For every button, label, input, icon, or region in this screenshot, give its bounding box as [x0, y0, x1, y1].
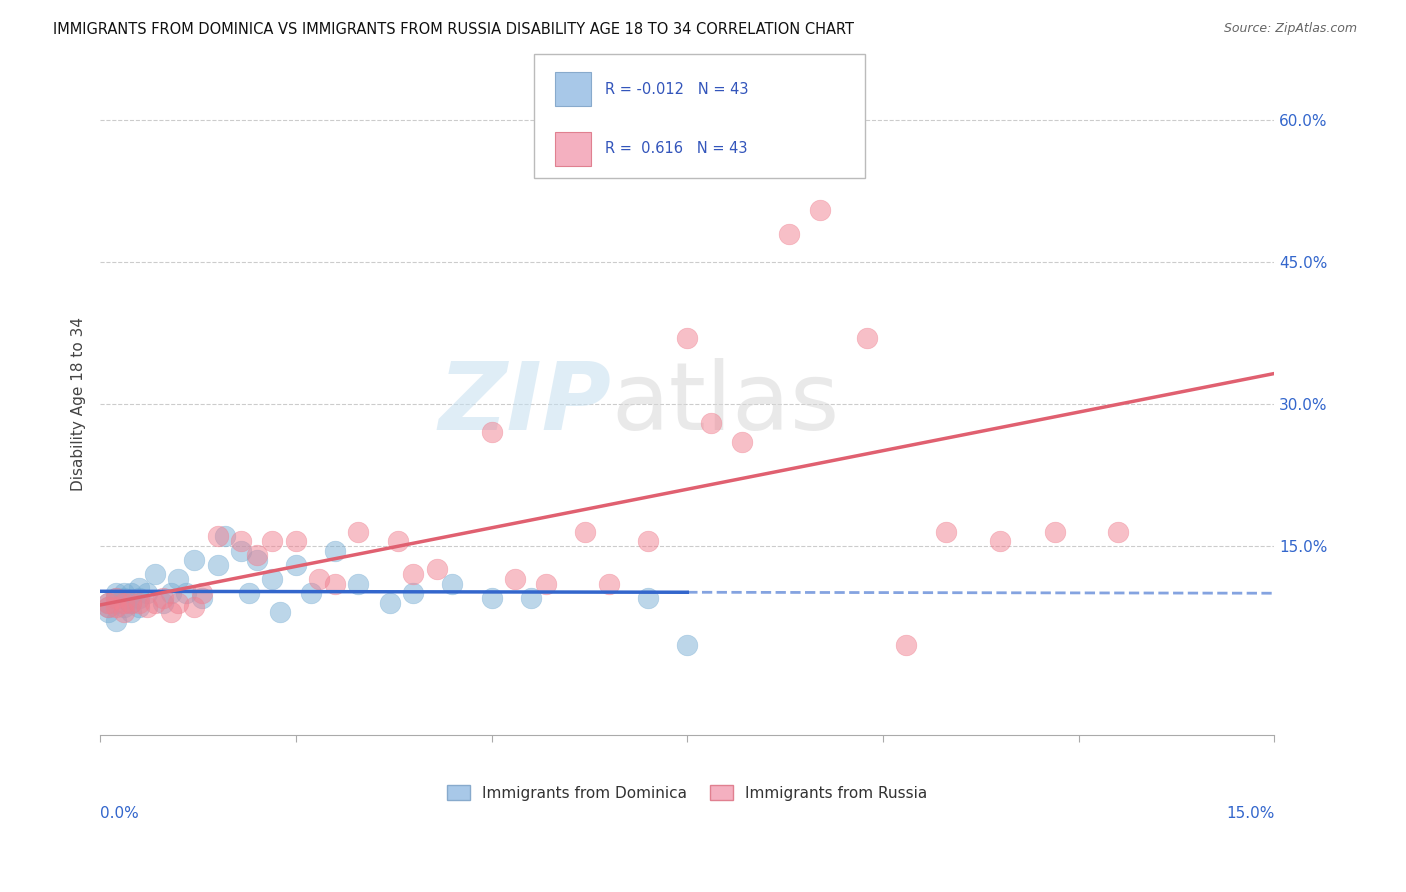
- Point: [262, 572, 284, 586]
- Point: [159, 586, 181, 600]
- Point: [229, 543, 252, 558]
- Point: [159, 605, 181, 619]
- Text: R =  0.616   N = 43: R = 0.616 N = 43: [605, 142, 747, 156]
- Point: [97, 595, 120, 609]
- Point: [269, 605, 291, 619]
- Point: [778, 227, 800, 241]
- Point: [167, 572, 190, 586]
- Point: [990, 534, 1012, 549]
- Point: [284, 534, 307, 549]
- Point: [183, 553, 205, 567]
- Point: [808, 203, 831, 218]
- Point: [896, 638, 918, 652]
- Point: [128, 591, 150, 605]
- Point: [128, 600, 150, 615]
- Point: [174, 586, 197, 600]
- Point: [152, 595, 174, 609]
- Point: [1107, 524, 1129, 539]
- Point: [104, 586, 127, 600]
- Point: [104, 600, 127, 615]
- Y-axis label: Disability Age 18 to 34: Disability Age 18 to 34: [72, 317, 86, 491]
- Point: [323, 576, 346, 591]
- Point: [856, 331, 879, 345]
- Point: [238, 586, 260, 600]
- Text: IMMIGRANTS FROM DOMINICA VS IMMIGRANTS FROM RUSSIA DISABILITY AGE 18 TO 34 CORRE: IMMIGRANTS FROM DOMINICA VS IMMIGRANTS F…: [53, 22, 855, 37]
- Point: [191, 591, 214, 605]
- Point: [167, 595, 190, 609]
- Point: [1043, 524, 1066, 539]
- Point: [143, 567, 166, 582]
- Point: [262, 534, 284, 549]
- Point: [503, 572, 526, 586]
- Point: [347, 576, 370, 591]
- Point: [120, 595, 142, 609]
- Text: ZIP: ZIP: [439, 358, 612, 450]
- Point: [112, 595, 135, 609]
- Point: [136, 600, 159, 615]
- Point: [112, 586, 135, 600]
- Point: [128, 582, 150, 596]
- Point: [246, 553, 269, 567]
- Text: R = -0.012   N = 43: R = -0.012 N = 43: [605, 81, 748, 96]
- Point: [97, 595, 120, 609]
- Point: [481, 425, 503, 440]
- Point: [104, 595, 127, 609]
- Point: [536, 576, 558, 591]
- Point: [301, 586, 323, 600]
- Point: [120, 605, 142, 619]
- Point: [104, 591, 127, 605]
- Point: [284, 558, 307, 572]
- Legend: Immigrants from Dominica, Immigrants from Russia: Immigrants from Dominica, Immigrants fro…: [441, 779, 934, 806]
- Point: [574, 524, 596, 539]
- Point: [700, 416, 723, 430]
- Point: [112, 591, 135, 605]
- Point: [426, 562, 449, 576]
- Point: [97, 600, 120, 615]
- Point: [308, 572, 330, 586]
- Point: [136, 586, 159, 600]
- Point: [112, 600, 135, 615]
- Text: atlas: atlas: [612, 358, 839, 450]
- Point: [214, 529, 236, 543]
- Text: 0.0%: 0.0%: [100, 805, 139, 821]
- Text: 15.0%: 15.0%: [1226, 805, 1274, 821]
- Point: [104, 591, 127, 605]
- Point: [229, 534, 252, 549]
- Point: [402, 586, 425, 600]
- Point: [676, 331, 699, 345]
- Point: [481, 591, 503, 605]
- Point: [112, 595, 135, 609]
- Point: [143, 595, 166, 609]
- Point: [347, 524, 370, 539]
- Point: [207, 558, 229, 572]
- Point: [441, 576, 464, 591]
- Point: [120, 595, 142, 609]
- Point: [191, 586, 214, 600]
- Point: [323, 543, 346, 558]
- Point: [637, 591, 659, 605]
- Point: [128, 595, 150, 609]
- Point: [637, 534, 659, 549]
- Point: [519, 591, 541, 605]
- Point: [120, 586, 142, 600]
- Point: [152, 591, 174, 605]
- Point: [97, 600, 120, 615]
- Point: [207, 529, 229, 543]
- Point: [183, 600, 205, 615]
- Point: [598, 576, 620, 591]
- Point: [246, 548, 269, 562]
- Point: [378, 595, 401, 609]
- Point: [97, 605, 120, 619]
- Point: [731, 434, 754, 449]
- Point: [387, 534, 409, 549]
- Point: [402, 567, 425, 582]
- Point: [112, 605, 135, 619]
- Point: [935, 524, 957, 539]
- Point: [676, 638, 699, 652]
- Text: Source: ZipAtlas.com: Source: ZipAtlas.com: [1223, 22, 1357, 36]
- Point: [104, 615, 127, 629]
